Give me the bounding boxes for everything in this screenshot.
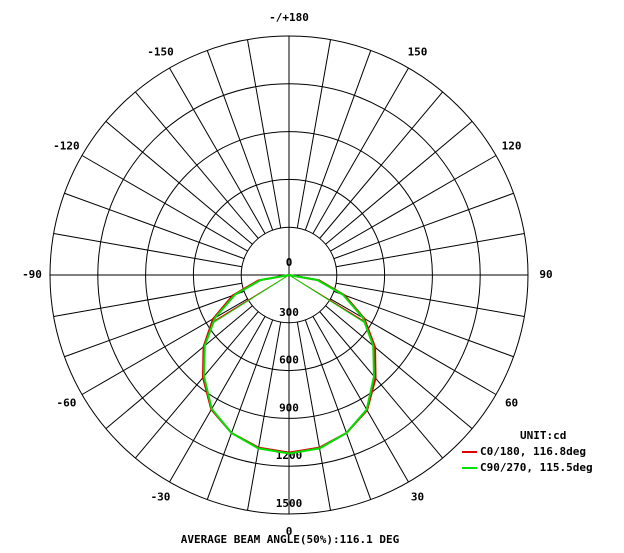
- legend-label: C90/270, 115.5deg: [480, 461, 593, 474]
- beam-line: [288, 274, 365, 324]
- spoke: [169, 67, 266, 234]
- spoke: [325, 305, 473, 430]
- spoke: [105, 305, 253, 430]
- spoke: [319, 91, 444, 239]
- spoke: [105, 120, 253, 245]
- intensity-curve: [202, 274, 376, 455]
- spoke: [81, 155, 248, 252]
- spoke: [312, 316, 409, 483]
- spoke: [296, 321, 331, 511]
- angle-tick-label: 30: [411, 491, 424, 504]
- r-tick-label: 300: [279, 306, 299, 319]
- spoke: [134, 91, 259, 239]
- r-tick-label: 600: [279, 354, 299, 367]
- spoke: [304, 319, 372, 500]
- spoke: [206, 319, 274, 500]
- spoke: [335, 233, 525, 268]
- footer: AVERAGE BEAM ANGLE(50%):116.1 DEG: [181, 533, 400, 546]
- angle-tick-label: -120: [53, 140, 80, 153]
- spoke: [333, 192, 514, 260]
- angle-tick-label: -30: [151, 491, 171, 504]
- angle-tick-label: 60: [505, 397, 518, 410]
- spoke: [304, 50, 372, 231]
- spoke: [333, 290, 514, 358]
- r-tick-label: 900: [279, 401, 299, 414]
- spoke: [64, 192, 245, 260]
- spoke: [319, 311, 444, 459]
- angle-tick-label: 0: [286, 525, 293, 538]
- unit-label: UNIT:cd: [520, 429, 566, 442]
- angle-tick-label: -150: [147, 45, 174, 58]
- spoke: [325, 120, 473, 245]
- spoke: [134, 311, 259, 459]
- angle-tick-label: -90: [22, 268, 42, 281]
- spoke: [247, 321, 282, 511]
- r-tick-label: 0: [286, 256, 293, 269]
- spoke: [81, 298, 248, 395]
- spoke: [247, 39, 282, 229]
- beam-line: [213, 274, 290, 324]
- spoke: [64, 290, 245, 358]
- angle-tick-label: -/+180: [269, 11, 309, 24]
- spoke: [53, 233, 243, 268]
- angle-tick-label: 150: [408, 45, 428, 58]
- spoke: [169, 316, 266, 483]
- angle-tick-label: -60: [56, 397, 76, 410]
- spoke: [206, 50, 274, 231]
- spoke: [53, 282, 243, 317]
- spoke: [296, 39, 331, 229]
- spoke: [312, 67, 409, 234]
- angle-tick-label: 120: [502, 140, 522, 153]
- legend-label: C0/180, 116.8deg: [480, 445, 586, 458]
- angle-tick-label: 90: [539, 268, 552, 281]
- r-tick-label: 1500: [276, 497, 303, 510]
- spoke: [335, 282, 525, 317]
- spoke: [330, 298, 497, 395]
- spoke: [330, 155, 497, 252]
